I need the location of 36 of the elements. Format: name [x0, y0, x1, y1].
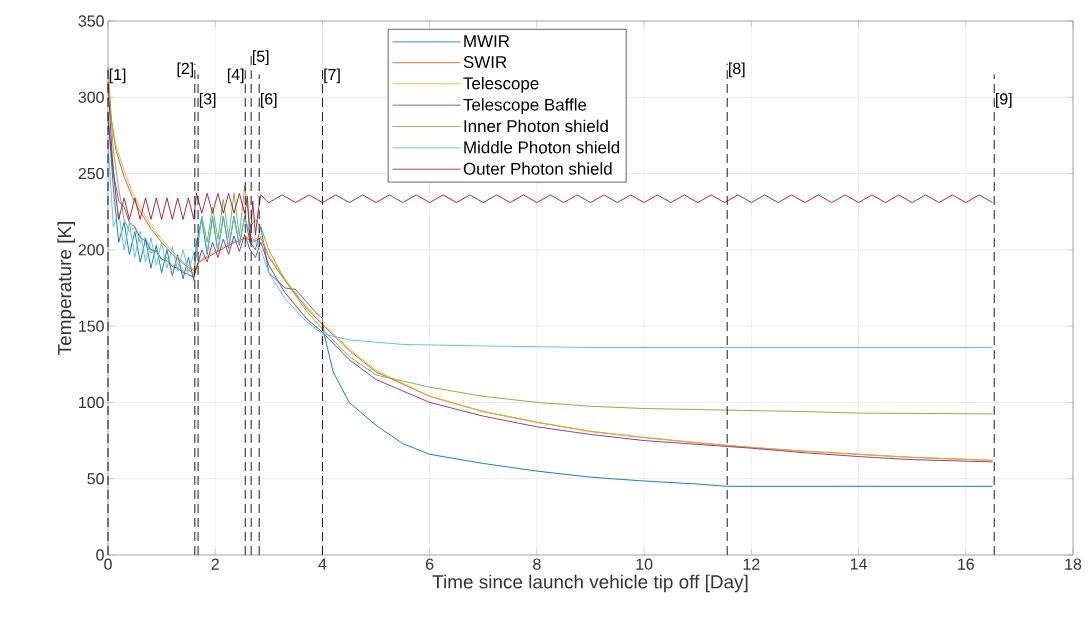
x-tick-label: 4	[318, 558, 327, 570]
y-tick-label: 250	[78, 167, 104, 180]
x-tick-label: 16	[958, 558, 974, 570]
y-tick-label: 150	[79, 320, 104, 332]
annotation: [9]	[996, 92, 1012, 108]
legend-label: SWIR	[463, 56, 507, 69]
annotation: [8]	[729, 62, 745, 78]
y-axis-title: Temperature [K]	[57, 222, 76, 355]
y-tick-label: 50	[87, 473, 104, 485]
legend-label: Telescope	[463, 76, 539, 93]
legend-label: MWIR	[464, 35, 510, 47]
x-axis-title: Time since launch vehicle tip off [Day]	[432, 574, 748, 593]
annotation: [4]	[227, 68, 244, 84]
x-tick-label: 18	[1065, 558, 1082, 570]
x-tick-label: 14	[850, 558, 867, 570]
annotation: [6]	[261, 92, 277, 108]
x-tick-label: 2	[211, 558, 219, 570]
x-tick-label: 10	[636, 558, 653, 570]
legend-label: Telescope Baffle	[463, 98, 587, 115]
y-tick-label: 200	[78, 244, 104, 256]
x-tick-label: 8	[533, 558, 541, 570]
annotation: [2]	[177, 62, 194, 78]
legend-label: Outer Photon shield	[463, 162, 612, 175]
x-tick-label: 6	[426, 558, 434, 570]
y-tick-label: 0	[96, 549, 104, 561]
y-tick-label: 350	[78, 15, 104, 27]
annotation: [1]	[109, 68, 126, 84]
annotation: [3]	[199, 92, 216, 108]
annotation: [7]	[324, 68, 340, 84]
y-tick-label: 300	[78, 91, 104, 103]
x-tick-label: 12	[743, 558, 760, 570]
legend-label: Inner Photon shield	[464, 119, 608, 133]
annotation: [5]	[252, 50, 269, 66]
legend-label: Middle Photon shield	[464, 141, 620, 154]
y-tick-label: 100	[79, 396, 104, 409]
x-tick-label: 0	[104, 558, 112, 570]
